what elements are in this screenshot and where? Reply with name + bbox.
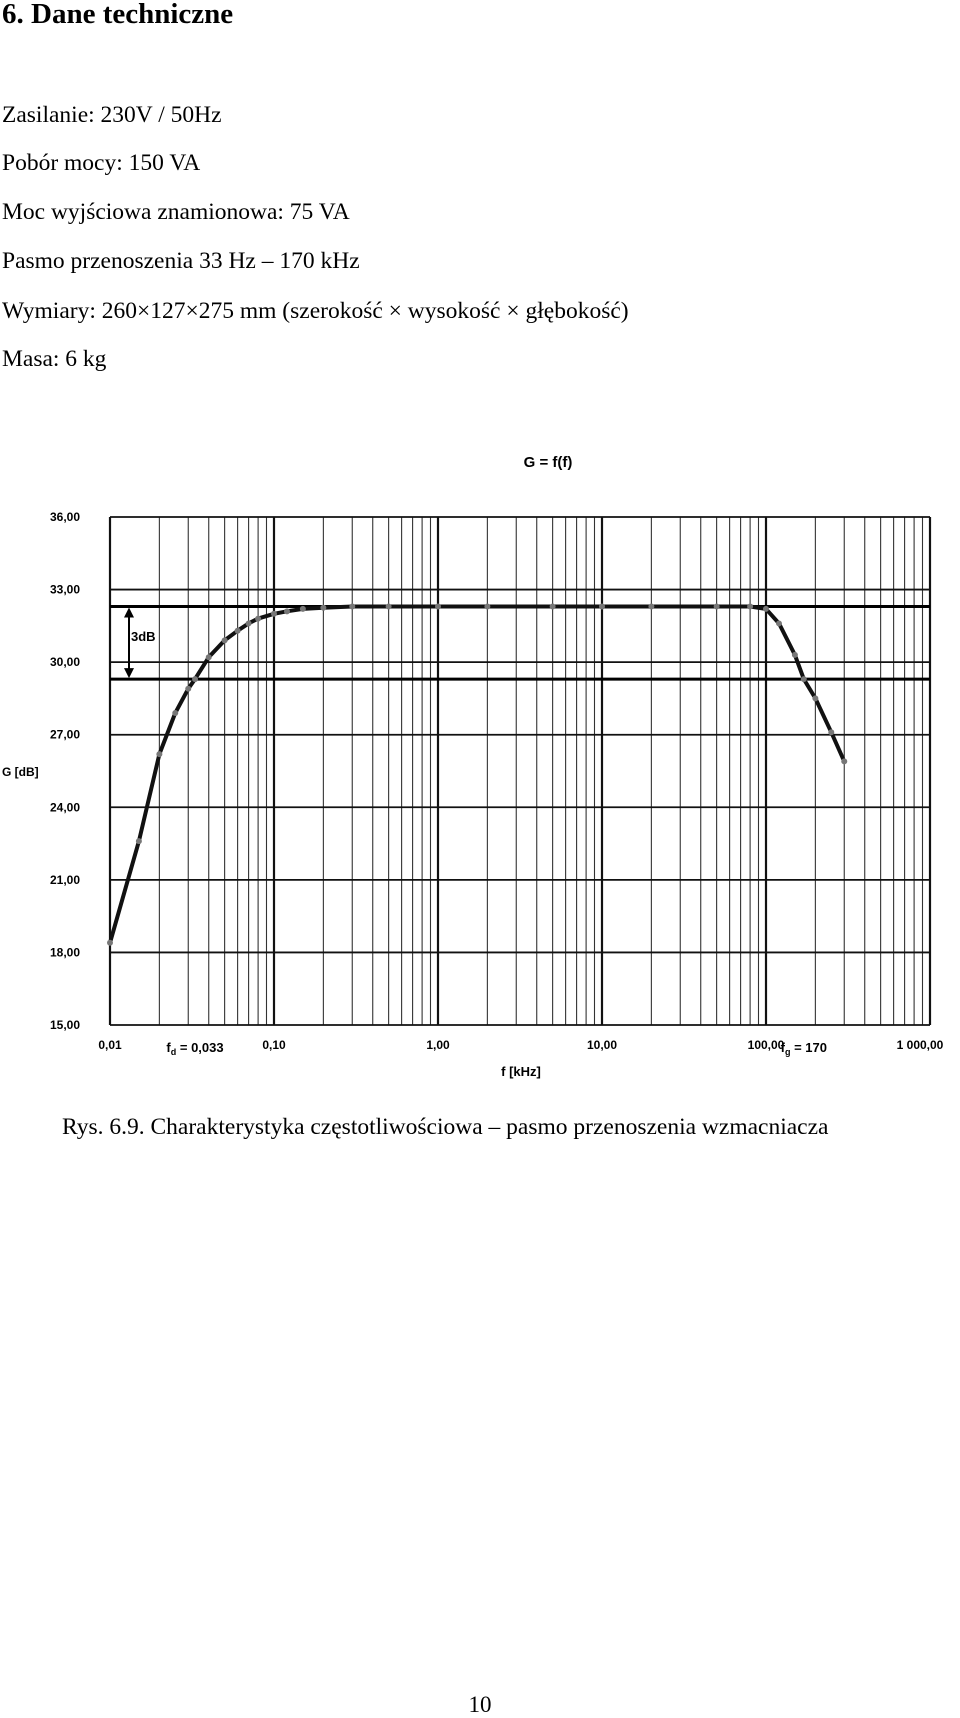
data-point bbox=[135, 838, 142, 845]
data-point bbox=[271, 610, 277, 617]
section-heading: 6. Dane techniczne bbox=[2, 0, 234, 30]
x-tick-label: 100,00 bbox=[748, 1038, 785, 1052]
cutoff-label: fd = 0,033 bbox=[166, 1040, 223, 1057]
y-tick-label: 24,00 bbox=[50, 800, 80, 814]
data-point bbox=[349, 603, 356, 610]
data-point bbox=[299, 605, 306, 612]
data-point bbox=[283, 608, 290, 615]
y-tick-label: 33,00 bbox=[50, 583, 80, 597]
spec-frequency-range: Pasmo przenoszenia 33 Hz – 170 kHz bbox=[2, 248, 360, 274]
data-point bbox=[747, 603, 754, 610]
y-axis-tick-labels: 15,00 18,00 21,00 24,00 27,00 30,00 33,00 36,00 bbox=[50, 510, 80, 1032]
data-point bbox=[435, 603, 441, 610]
x-tick-label: 10,00 bbox=[587, 1038, 617, 1052]
data-point bbox=[812, 695, 819, 702]
y-tick-label: 21,00 bbox=[50, 873, 80, 887]
spec-dimensions: Wymiary: 260×127×275 mm (szerokość × wys… bbox=[2, 298, 629, 324]
spec-mass: Masa: 6 kg bbox=[2, 346, 107, 372]
data-point bbox=[828, 729, 835, 736]
x-tick-label: 0,01 bbox=[98, 1038, 122, 1052]
data-point bbox=[172, 709, 179, 716]
y-axis-label: G [dB] bbox=[2, 765, 39, 779]
annotation-label: 3dB bbox=[131, 629, 156, 644]
data-point bbox=[791, 651, 798, 658]
y-tick-label: 30,00 bbox=[50, 655, 80, 669]
chart-background bbox=[0, 445, 960, 1095]
data-point bbox=[221, 637, 228, 644]
data-point bbox=[156, 751, 163, 758]
data-point bbox=[841, 758, 848, 765]
y-tick-label: 36,00 bbox=[50, 510, 80, 524]
spec-power-supply: Zasilanie: 230V / 50Hz bbox=[2, 102, 222, 128]
x-tick-label: 0,10 bbox=[262, 1038, 286, 1052]
data-point bbox=[648, 603, 655, 610]
y-tick-label: 18,00 bbox=[50, 945, 80, 959]
data-point bbox=[800, 676, 807, 683]
y-tick-label: 15,00 bbox=[50, 1018, 80, 1032]
data-point bbox=[205, 654, 212, 661]
data-point bbox=[185, 685, 192, 692]
cutoff-label: fg = 170 bbox=[781, 1040, 827, 1057]
annotation-arrow-head-down bbox=[124, 668, 134, 679]
y-tick-label: 27,00 bbox=[50, 728, 80, 742]
data-point bbox=[713, 603, 720, 610]
x-tick-label: 1 000,00 bbox=[897, 1038, 944, 1052]
data-point bbox=[192, 676, 199, 683]
data-point bbox=[320, 604, 327, 611]
x-axis-tick-labels: 0,01 0,10 1,00 10,00 100,00 1 000,00 bbox=[98, 1038, 943, 1052]
spec-output-power: Moc wyjściowa znamionowa: 75 VA bbox=[2, 199, 350, 225]
figure-caption: Rys. 6.9. Charakterystyka częstotliwości… bbox=[62, 1114, 829, 1140]
chart-title: G = f(f) bbox=[524, 454, 573, 471]
data-point bbox=[484, 603, 491, 610]
x-tick-label: 1,00 bbox=[426, 1038, 450, 1052]
cutoff-marker-labels: fd = 0,033 fg = 170 bbox=[166, 1040, 827, 1057]
data-point bbox=[107, 939, 113, 946]
chart-series bbox=[107, 603, 848, 946]
chart-grid bbox=[158, 517, 924, 1025]
data-point bbox=[549, 603, 556, 610]
data-point bbox=[763, 605, 769, 612]
data-point bbox=[255, 615, 262, 622]
data-point bbox=[385, 603, 392, 610]
x-axis-label: f [kHz] bbox=[501, 1064, 541, 1079]
annotation-arrow-head-up bbox=[124, 607, 134, 618]
frequency-response-chart: G = f(f) 15,00 18,00 21,00 24,00 27,00 30,00 3… bbox=[0, 445, 960, 1095]
data-point bbox=[775, 620, 782, 627]
data-point bbox=[245, 620, 252, 627]
data-point bbox=[234, 627, 241, 634]
page-number: 10 bbox=[468, 1692, 492, 1717]
data-point bbox=[599, 603, 605, 610]
spec-power-consumption: Pobór mocy: 150 VA bbox=[2, 150, 201, 176]
